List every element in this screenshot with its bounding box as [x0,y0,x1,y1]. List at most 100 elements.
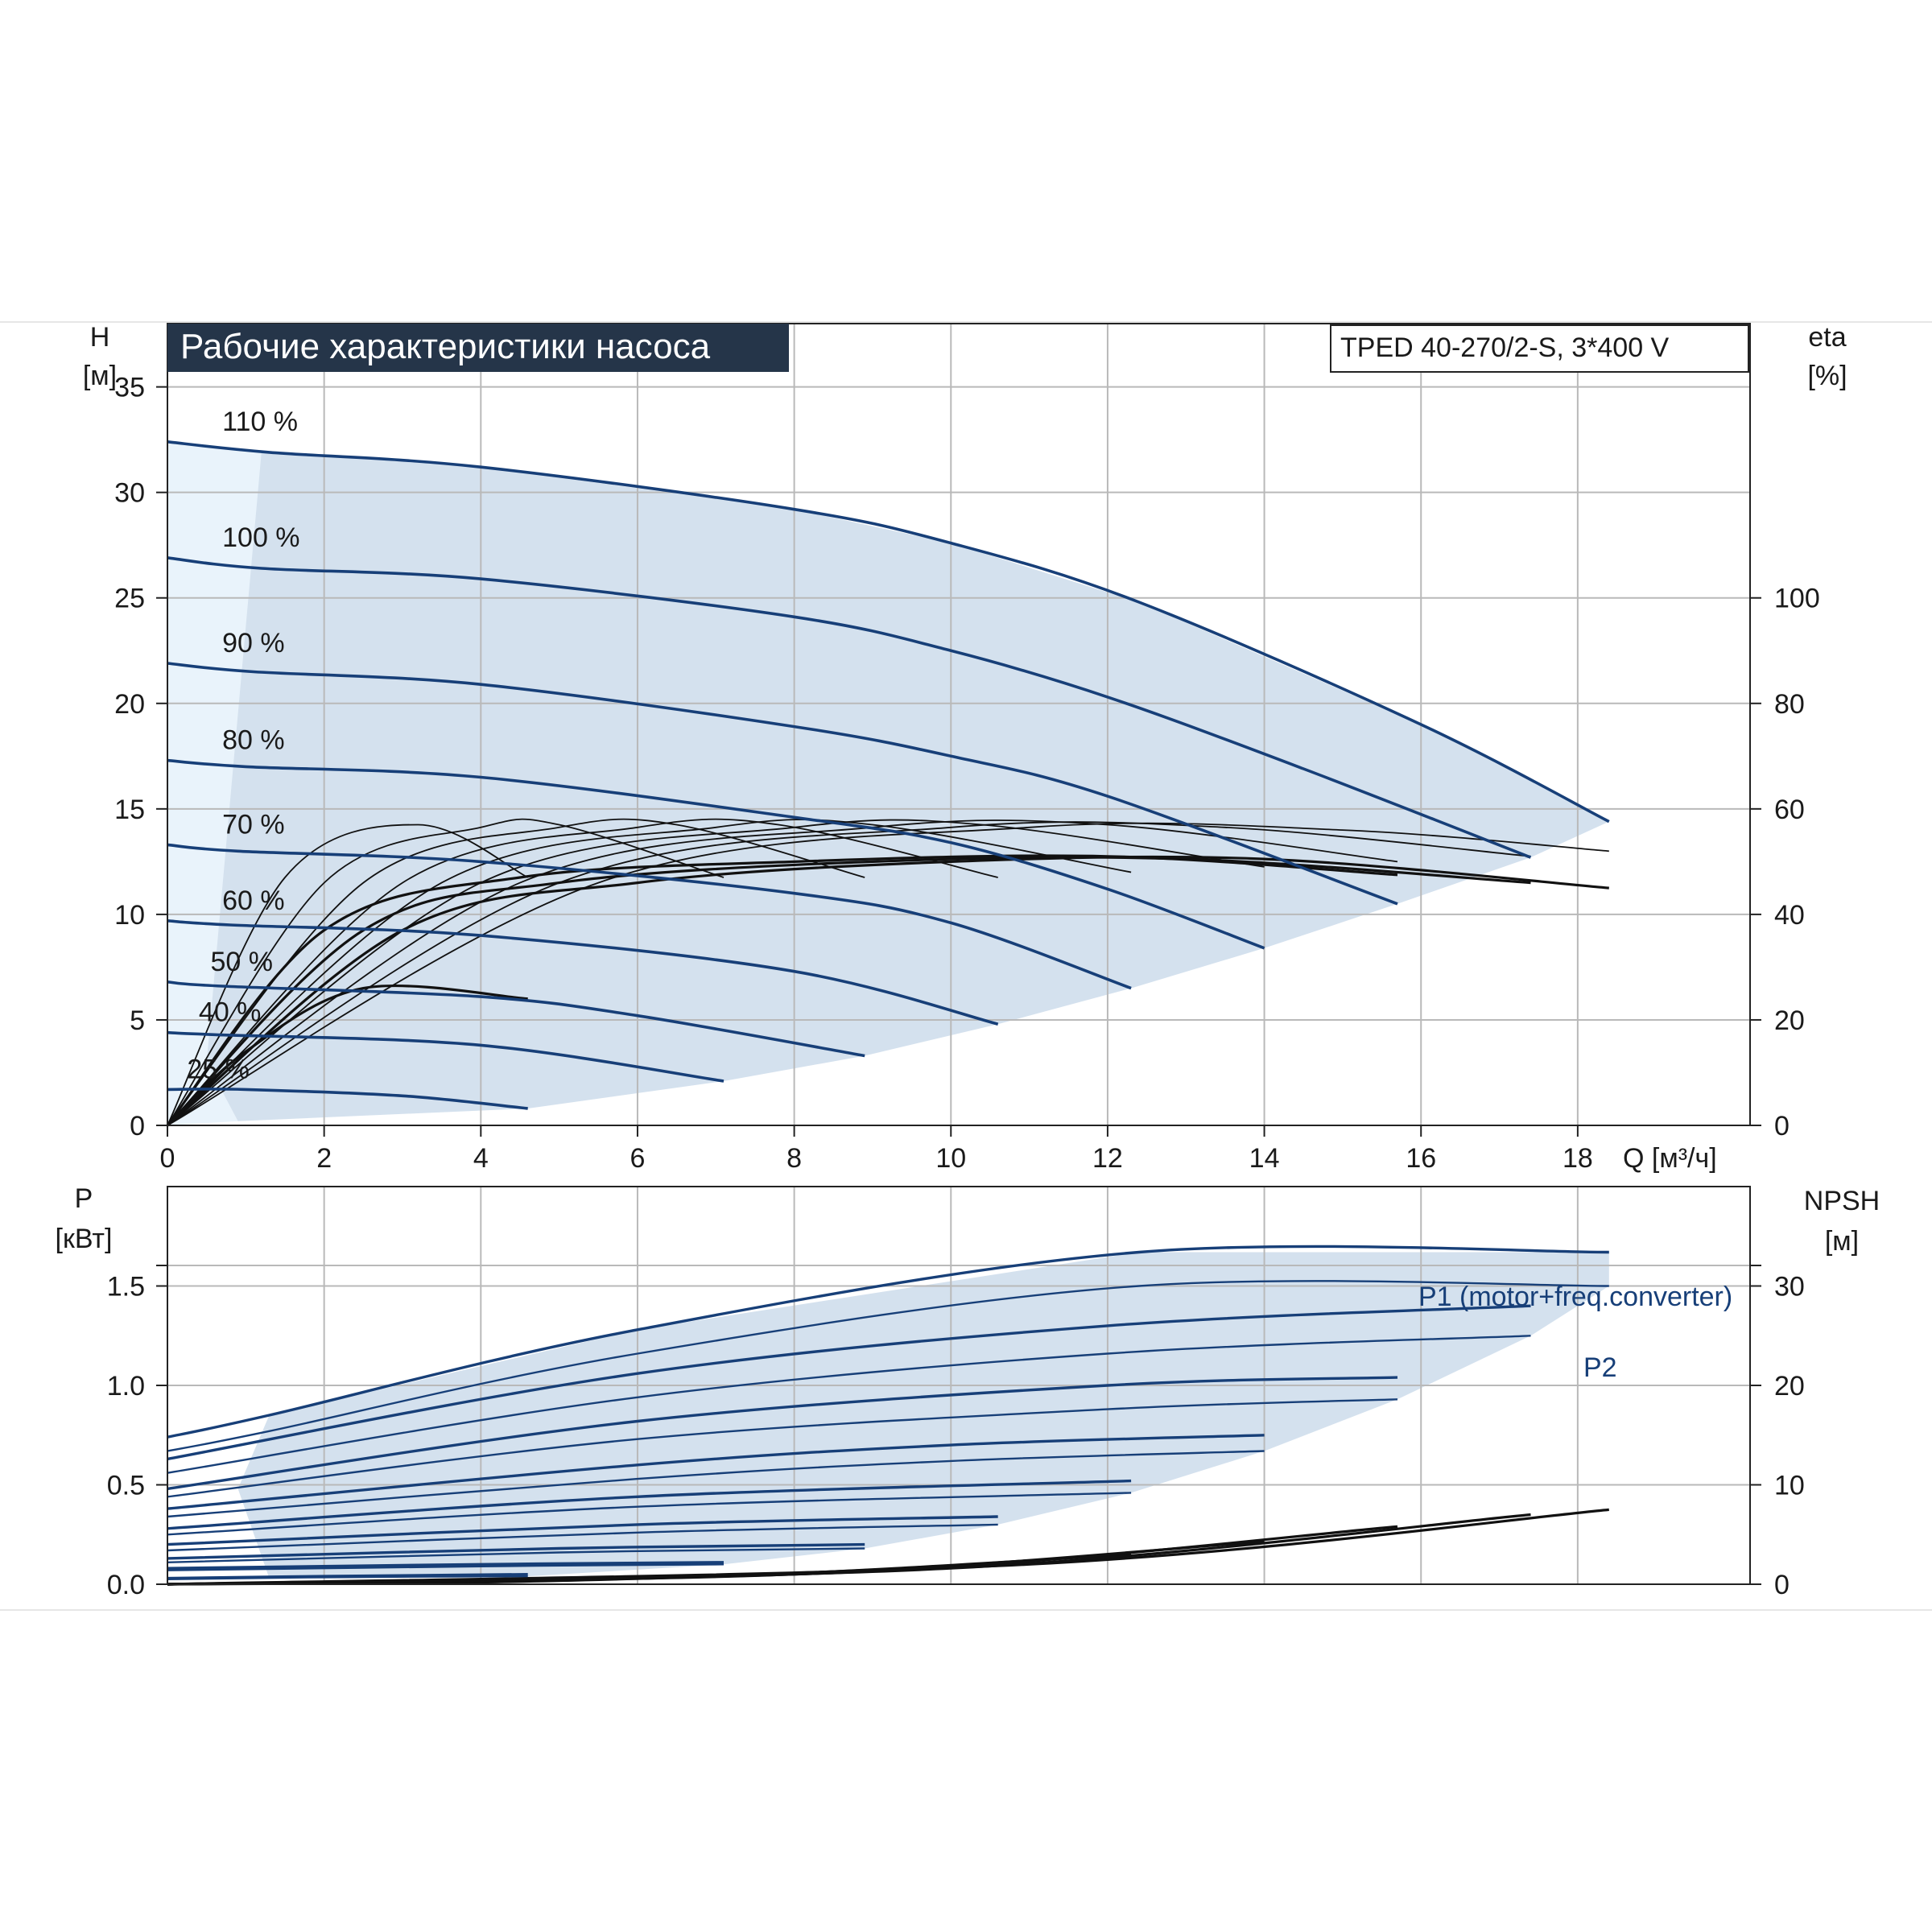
head-curve-25pct [167,1088,528,1110]
power-plot-ticks: 0.0 0.5 1.0 1.5 0 10 20 30 [107,1265,1805,1600]
eta-curve [166,855,1609,1127]
npsh-tick-label: 10 [1774,1471,1805,1501]
head-curve-100pct [167,556,1532,859]
head-curve-60pct [167,919,999,1026]
x-tick-label: 6 [630,1143,645,1174]
eta-curve [167,819,1265,1126]
head-curve-label: 110 % [222,407,298,437]
head-curve-label: 80 % [222,725,285,756]
head-plot-frame [167,323,1751,1126]
y2-tick-label: 20 [1774,1005,1805,1036]
head-curve-40pct [167,1030,724,1083]
y-tick-label: 0 [130,1111,145,1141]
head-curve-90pct [167,662,1398,906]
x-tick-label: 12 [1092,1143,1123,1174]
npsh-axis-label-symbol: NPSH [1804,1186,1880,1216]
head-curve-label: 100 % [222,522,299,553]
p2-power-curve [167,1575,528,1580]
eta-curve [167,819,1398,1126]
head-plot-ticks: 0 2 4 6 8 10 12 14 16 18 0 5 10 15 20 25 30 35 0 20 40 60 80 10… [114,373,1820,1174]
eta-curve [167,822,1609,1126]
head-curve-label: 60 % [222,886,285,916]
p2-power-curve [167,1523,998,1552]
x-tick-label: 16 [1406,1143,1436,1174]
operating-range-light-area [167,441,270,1125]
y-tick-label: 25 [114,584,145,614]
power-tick-label: 1.0 [107,1371,145,1402]
power-range-area [237,1252,1609,1579]
y2-tick-label: 60 [1774,795,1805,825]
x-tick-label: 0 [160,1143,175,1174]
chart-title: Рабочие характеристики насоса [180,327,711,366]
power-curves [167,1245,1609,1580]
power-tick-label: 0.5 [107,1471,145,1501]
y-axis-label-symbol: H [90,322,110,353]
p2-power-curve [167,1335,1531,1474]
y2-axis-label-unit: [%] [1807,361,1847,391]
head-curve-70pct [167,843,1132,990]
x-tick-label: 18 [1563,1143,1593,1174]
power-tick-label: 1.5 [107,1272,145,1302]
power-axis-label-symbol: P [75,1183,93,1214]
npsh-curve [167,1508,1609,1586]
head-curve-50pct [167,980,865,1058]
eta-curve [166,856,1531,1127]
npsh-tick-label: 0 [1774,1570,1790,1600]
model-label-box [1330,324,1749,373]
p2-power-curve [167,1450,1265,1518]
y2-tick-label: 0 [1774,1111,1790,1141]
title-bar [167,324,789,372]
head-curve-110pct [167,440,1610,824]
y2-tick-label: 40 [1774,900,1805,931]
head-curve-label: 50 % [211,947,274,977]
p1-power-curve [167,1479,1132,1530]
eta-curve [166,984,528,1127]
y-tick-label: 10 [114,900,145,931]
y2-tick-label: 100 [1774,584,1820,614]
head-plot-grid [167,324,1750,1125]
p2-power-curve [167,1492,1132,1536]
model-label: TPED 40-270/2-S, 3*400 V [1340,332,1670,363]
operating-range-area [206,452,1609,1121]
x-tick-label: 10 [935,1143,966,1174]
p2-power-curve [167,1563,724,1571]
head-curve-labels: 110 % 100 % 90 % 80 % 70 % 60 % 50 % 40 % 25 % [187,407,299,1085]
p1-power-curve [167,1376,1398,1491]
y2-axis-label-symbol: eta [1808,322,1846,353]
y-tick-label: 20 [114,689,145,720]
p1-power-curve [167,1542,865,1560]
p2-power-curve [167,1398,1398,1498]
head-curves [167,440,1610,1110]
p2-curve-label: P2 [1583,1352,1617,1383]
head-curve-label: 40 % [199,997,262,1028]
p1-curve-label: P1 (motor+freq.converter) [1418,1282,1732,1312]
y-tick-label: 35 [114,373,145,403]
npsh-tick-label: 30 [1774,1272,1805,1302]
y2-tick-label: 80 [1774,689,1805,720]
eta-curve [167,819,1132,1126]
npsh-tick-label: 20 [1774,1371,1805,1402]
head-plot: 110 % 100 % 90 % 80 % 70 % 60 % 50 % 40 % 25 % 0… [83,322,1847,1174]
npsh-axis-label-unit: [м] [1825,1226,1859,1257]
p1-power-curve [167,1434,1265,1510]
p1-power-curve [167,1515,998,1546]
p1-power-curve [167,1561,724,1570]
power-plot-grid [167,1187,1750,1584]
x-tick-label: 4 [473,1143,489,1174]
y-axis-label-unit: [м] [83,361,117,391]
head-curve-label: 90 % [222,628,285,658]
p1-power-curve [167,1245,1609,1439]
head-curve-80pct [167,758,1265,950]
power-plot: 0.0 0.5 1.0 1.5 0 10 20 30 P [кВт] NPSH [м] P1 … [56,1183,1880,1600]
x-tick-label: 8 [786,1143,802,1174]
x-tick-label: 14 [1249,1143,1280,1174]
efficiency-curves [166,818,1609,1127]
p1-power-curve [167,1573,528,1580]
y-tick-label: 5 [130,1005,145,1036]
head-curve-label: 70 % [222,809,285,840]
head-curve-label: 25 % [187,1054,249,1084]
p2-power-curve [167,1547,865,1563]
power-tick-label: 0.0 [107,1570,145,1600]
y-tick-label: 15 [114,795,145,825]
